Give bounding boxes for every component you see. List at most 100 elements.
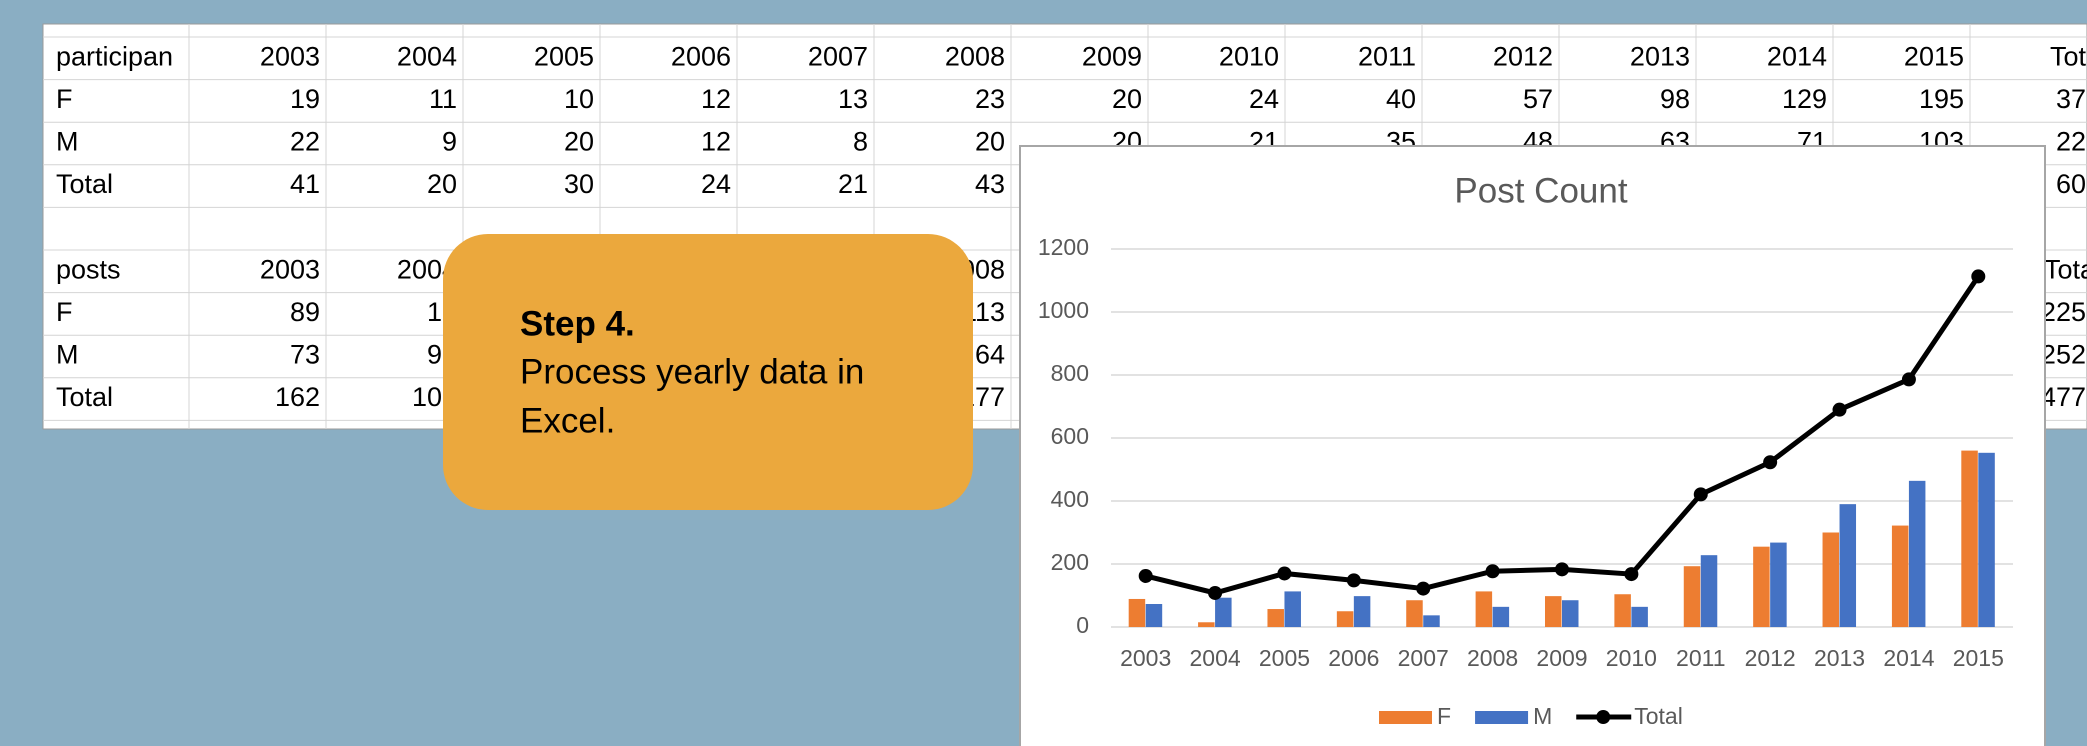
cell: 20: [427, 169, 457, 199]
cell: 2009: [1082, 41, 1142, 71]
cell: 162: [275, 382, 320, 412]
cell: 2255: [2041, 297, 2087, 327]
cell: 2011: [1358, 41, 1416, 71]
cell: 64: [975, 340, 1005, 370]
bar: [1839, 504, 1857, 627]
marker: [1138, 568, 1153, 583]
cell: F: [56, 84, 73, 114]
bar: [1908, 480, 1926, 627]
y-tick-label: 1200: [1038, 234, 1089, 260]
cell: 40: [1386, 84, 1416, 114]
bar: [1336, 611, 1354, 627]
marker: [1346, 573, 1361, 588]
marker: [1624, 567, 1639, 582]
cell: 98: [1660, 84, 1690, 114]
marker: [1416, 581, 1431, 596]
bar: [1961, 450, 1978, 627]
callout-line: Process yearly data in: [520, 352, 864, 391]
x-tick-label: 2011: [1676, 645, 1725, 671]
cell: 41: [290, 169, 320, 199]
cell: 19: [290, 84, 320, 114]
cell: 195: [1919, 84, 1964, 114]
cell: 13: [838, 84, 868, 114]
cell: 89: [290, 297, 320, 327]
marker: [1971, 269, 1986, 284]
bar: [1423, 615, 1440, 627]
cell: 375: [2056, 84, 2087, 114]
bar: [1631, 606, 1648, 627]
x-tick-label: 2009: [1536, 645, 1587, 671]
cell: 20: [564, 127, 594, 157]
cell: 2522: [2041, 340, 2087, 370]
cell: 8: [853, 127, 868, 157]
cell: 10: [564, 84, 594, 114]
legend-label: M: [1533, 703, 1552, 729]
bar: [1475, 591, 1493, 627]
cell: Total: [56, 382, 113, 412]
bar: [1353, 596, 1371, 627]
bar: [1128, 598, 1146, 627]
marker: [1485, 564, 1500, 579]
cell: 603: [2056, 169, 2087, 199]
marker: [1555, 562, 1569, 577]
bar: [1198, 622, 1215, 627]
y-tick-label: 400: [1051, 486, 1089, 512]
cell: 2014: [1767, 41, 1827, 71]
bar: [1770, 542, 1787, 627]
legend-label: Total: [1634, 703, 1683, 729]
cell: 20: [1112, 84, 1142, 114]
cell: 2010: [1219, 41, 1279, 71]
cell: 2015: [1904, 41, 1964, 71]
y-tick-label: 800: [1051, 360, 1089, 386]
chart-title: Post Count: [1454, 171, 1627, 210]
cell: 2003: [260, 41, 320, 71]
cell: 2007: [808, 41, 868, 71]
cell: M: [56, 127, 79, 157]
chart-box: [1019, 145, 2046, 746]
marker: [1277, 566, 1292, 581]
x-tick-label: 2003: [1120, 645, 1171, 671]
marker: [1208, 585, 1223, 600]
x-tick-label: 2013: [1814, 645, 1865, 671]
legend-swatch: [1596, 710, 1611, 724]
marker: [1763, 455, 1778, 470]
bar: [1267, 609, 1284, 627]
bar: [1978, 452, 1995, 627]
y-tick-label: 600: [1051, 423, 1089, 449]
cell: 24: [701, 169, 731, 199]
x-tick-label: 2012: [1745, 645, 1796, 671]
x-tick-label: 2004: [1189, 645, 1240, 671]
callout-heading: Step 4.: [520, 304, 635, 343]
cell: 22: [290, 127, 320, 157]
cell: 20: [975, 127, 1005, 157]
bar: [1614, 594, 1631, 627]
cell: 2012: [1493, 41, 1553, 71]
cell: F: [56, 297, 73, 327]
cell: 2004: [397, 41, 457, 71]
x-tick-label: 2007: [1398, 645, 1449, 671]
bar: [1822, 532, 1840, 627]
bar: [1753, 546, 1770, 627]
marker: [1693, 487, 1708, 502]
x-tick-label: 2015: [1953, 645, 2004, 671]
y-tick-label: 0: [1076, 612, 1089, 638]
bar: [1145, 604, 1163, 627]
cell: 2005: [534, 41, 594, 71]
cell: 73: [290, 340, 320, 370]
bar: [1891, 525, 1909, 627]
cell: 12: [701, 84, 731, 114]
legend-swatch: [1475, 711, 1529, 724]
cell: 57: [1523, 84, 1553, 114]
cell: 2013: [1630, 41, 1690, 71]
cell: 129: [1782, 84, 1827, 114]
cell: participan: [56, 41, 173, 71]
cell: 228: [2056, 127, 2087, 157]
y-tick-label: 200: [1051, 549, 1089, 575]
legend-swatch: [1379, 711, 1432, 724]
marker: [1901, 372, 1916, 387]
cell: Total: [2044, 254, 2087, 284]
cell: 43: [975, 169, 1005, 199]
bar: [1406, 600, 1423, 627]
